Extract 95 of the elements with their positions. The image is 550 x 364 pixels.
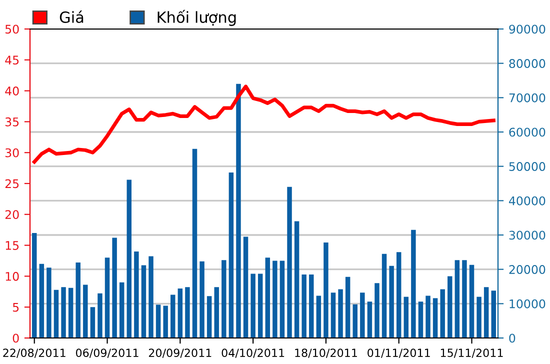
bar [426,296,430,338]
bar [448,276,452,338]
y-tick-label: 45 [5,56,19,65]
bar [148,256,154,338]
legend-label: Khối lượng [158,10,236,26]
bar [272,260,278,338]
y2-tick-label: 10000 [510,299,546,308]
bar [367,302,372,338]
bar [462,260,467,338]
bar [324,242,328,338]
bar [214,287,219,338]
bar [418,302,424,338]
y-tick-label: 40 [5,86,19,96]
y-tick-label: 50 [5,24,19,34]
bar [294,221,300,338]
bar [54,290,59,338]
bar [265,258,270,338]
bar [440,289,445,338]
bar [83,284,88,338]
x-tick-label: 01/11/2011 [368,348,430,358]
y2-tick-label: 40000 [508,196,546,206]
bar [185,287,190,338]
bar [228,172,234,338]
bar [432,298,438,338]
bar [302,274,306,338]
bar [250,274,256,338]
bar [200,261,204,338]
bar [316,296,322,338]
y2-tick-label: 30000 [509,230,546,240]
bar [287,186,292,338]
bar [469,264,474,338]
bar [141,265,146,338]
y2-tick-label: 70000 [509,93,546,102]
x-tick-label: 06/09/2011 [76,348,138,358]
bar [104,258,110,338]
bar [126,180,132,338]
bar [236,84,241,338]
bar [382,254,387,338]
y2-tick-label: 20000 [509,265,546,274]
bar [39,264,44,338]
bar [112,238,117,338]
y-tick-label: 25 [5,179,19,188]
bar [119,282,124,338]
bar [178,288,183,338]
bar [280,260,285,338]
bar [454,260,460,338]
bar [76,262,80,338]
y2-tick-label: 80000 [509,59,546,68]
bar [309,274,314,338]
y2-tick-label: 50000 [509,162,546,171]
bar [396,252,402,338]
x-tick-label: 04/10/2011 [222,348,284,358]
bar [352,304,358,338]
bar [338,289,343,338]
y-tick-label: 5 [12,302,19,312]
bar [170,294,176,338]
y-tick-label: 35 [5,117,19,126]
legend-label: Giá [60,10,84,23]
bar [192,148,198,338]
bar [163,306,168,338]
x-tick-label: 15/11/2011 [440,348,503,358]
y2-tick-label: 0 [509,334,516,343]
y-tick-label: 30 [5,148,19,158]
bar [98,293,102,338]
bar [243,236,248,338]
bar [360,292,365,338]
bar [330,292,336,338]
x-tick-label: 22/08/2011 [3,348,66,358]
bar [206,296,212,338]
bar [374,283,380,338]
bar [32,232,37,338]
bar [411,230,416,338]
bar [404,296,409,338]
y2-tick-label: 60000 [509,128,546,137]
bar [156,304,161,338]
x-tick-label: 18/10/2011 [295,348,357,358]
bar [134,251,139,338]
y-tick-label: 0 [12,334,19,343]
x-tick-label: 20/09/2011 [148,348,212,358]
bar [389,266,394,338]
y-tick-label: 15 [6,241,19,250]
y-tick-label: 10 [6,272,19,281]
bar [61,287,66,338]
bar [345,276,350,338]
bar [90,307,96,338]
bar [46,268,52,338]
bar [484,287,489,338]
y-tick-label: 20 [5,210,19,220]
bar [491,290,496,338]
bar [68,288,74,338]
bar [222,260,226,338]
line-series [32,84,496,164]
y2-tick-label: 90000 [509,24,546,34]
bar [258,274,263,338]
bar [476,296,482,338]
